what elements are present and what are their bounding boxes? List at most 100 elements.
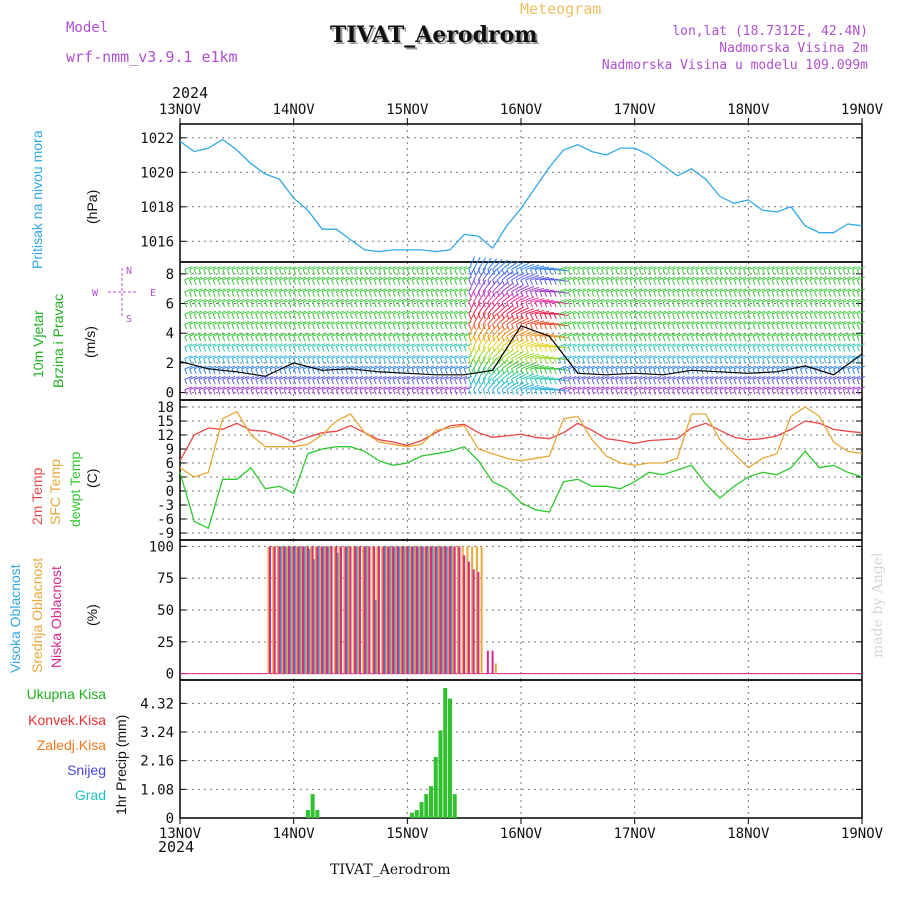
wind-barb-flag — [515, 389, 519, 395]
wind-barb-flag — [203, 279, 207, 285]
wind-barb-flag — [189, 291, 192, 297]
wind-barb-flag — [738, 389, 742, 395]
wind-barb — [591, 298, 600, 303]
wind-barb — [397, 343, 406, 348]
wind-barb-flag — [709, 269, 713, 275]
wind-barb — [392, 298, 401, 303]
wind-barb-flag — [586, 313, 590, 320]
wind-barb — [639, 298, 648, 303]
wind-barb-flag — [818, 368, 822, 375]
wind-barb — [847, 298, 856, 303]
compass-e-label: E — [150, 288, 156, 299]
wind-barb-flag — [364, 336, 368, 342]
wind-barb — [279, 333, 288, 337]
wind-barb — [724, 288, 733, 293]
wind-barb-flag — [823, 279, 827, 285]
wind-barb — [506, 360, 519, 370]
wind-barb — [331, 288, 340, 293]
wind-barb-flag — [231, 358, 235, 364]
wind-barb-flag — [496, 346, 500, 352]
wind-barb-flag — [809, 358, 813, 364]
wind-barb — [407, 321, 416, 325]
wind-barb-flag — [515, 324, 519, 330]
wind-barb — [842, 266, 851, 270]
wind-barb — [364, 365, 373, 370]
wind-barb-flag — [463, 368, 467, 375]
wind-barb-flag — [771, 301, 775, 308]
wind-barb — [326, 288, 335, 293]
wind-barb — [743, 343, 752, 348]
wind-barb — [194, 355, 202, 359]
wind-barb-flag — [572, 269, 576, 275]
wind-barb-flag — [207, 291, 211, 297]
wind-barb — [658, 288, 667, 293]
wind-barb-flag — [193, 389, 197, 395]
wind-barb-flag — [307, 269, 311, 275]
precip-legend-hail: Grad — [74, 787, 106, 803]
wind-barb-flag — [482, 346, 486, 352]
wind-barb-flag — [473, 358, 477, 364]
wind-barb-flag — [776, 324, 780, 330]
wind-barb-flag — [383, 313, 387, 320]
wind-barb — [189, 376, 198, 380]
wind-barb — [279, 386, 288, 391]
wind-barb — [672, 355, 681, 359]
wind-barb — [719, 321, 728, 325]
wind-barb-flag — [638, 313, 642, 320]
wind-barb-flag — [852, 368, 855, 375]
wind-barb-flag — [302, 269, 306, 275]
wind-barb — [733, 310, 742, 315]
y-tick-label: 2 — [166, 356, 174, 372]
wind-barb — [222, 365, 231, 370]
wind-barb-flag — [477, 324, 481, 330]
wind-barb-flag — [477, 291, 481, 297]
wind-barb-flag — [823, 269, 827, 275]
wind-barb — [681, 333, 690, 337]
wind-barb — [530, 385, 545, 391]
wind-barb-flag — [236, 301, 240, 308]
wind-barb — [511, 294, 524, 303]
wind-barb — [482, 346, 492, 359]
wind-barb-flag — [634, 379, 638, 385]
wind-barb-flag — [629, 324, 633, 330]
wind-barb-flag — [558, 269, 562, 275]
wind-barb — [208, 298, 217, 303]
wind-barb-flag — [411, 301, 415, 308]
wind-barb — [615, 310, 624, 315]
wind-barb-flag — [274, 291, 278, 297]
wind-barb — [705, 298, 714, 303]
wind-barb-flag — [350, 313, 353, 320]
wind-barb-flag — [359, 324, 363, 330]
wind-barb — [572, 276, 581, 281]
wind-barb — [274, 333, 283, 337]
wind-barb — [653, 310, 662, 315]
wind-barb — [194, 288, 202, 293]
wind-barb-flag — [657, 279, 661, 285]
wind-barb-flag — [724, 313, 728, 320]
wind-barb-flag — [402, 358, 406, 364]
wind-barb-flag — [226, 358, 230, 364]
wind-barb-flag — [667, 279, 671, 285]
precip-legend-convective: Konvek.Kisa — [28, 712, 106, 728]
wind-barb — [677, 276, 685, 281]
wind-barb-flag — [430, 358, 434, 364]
wind-barb — [459, 376, 468, 380]
wind-barb — [269, 266, 278, 270]
wind-barb-flag — [582, 389, 586, 395]
wind-barb-flag — [373, 313, 377, 320]
wind-barb — [317, 266, 326, 270]
wind-barb-flag — [492, 379, 496, 385]
wind-barb-flag — [226, 269, 230, 275]
wind-barb-flag — [321, 368, 325, 375]
wind-barb-flag — [449, 313, 453, 320]
wind-barb — [696, 288, 704, 293]
wind-barb-flag — [643, 291, 647, 297]
wind-barb-flag — [624, 379, 628, 385]
wind-barb-flag — [738, 358, 742, 364]
wind-barb — [648, 333, 657, 337]
wind-barb — [345, 355, 354, 359]
wind-barb-flag — [236, 336, 240, 342]
x-tick-label-bottom: 18NOV — [727, 826, 770, 842]
wind-barb — [681, 386, 690, 391]
wind-barb — [426, 288, 434, 293]
